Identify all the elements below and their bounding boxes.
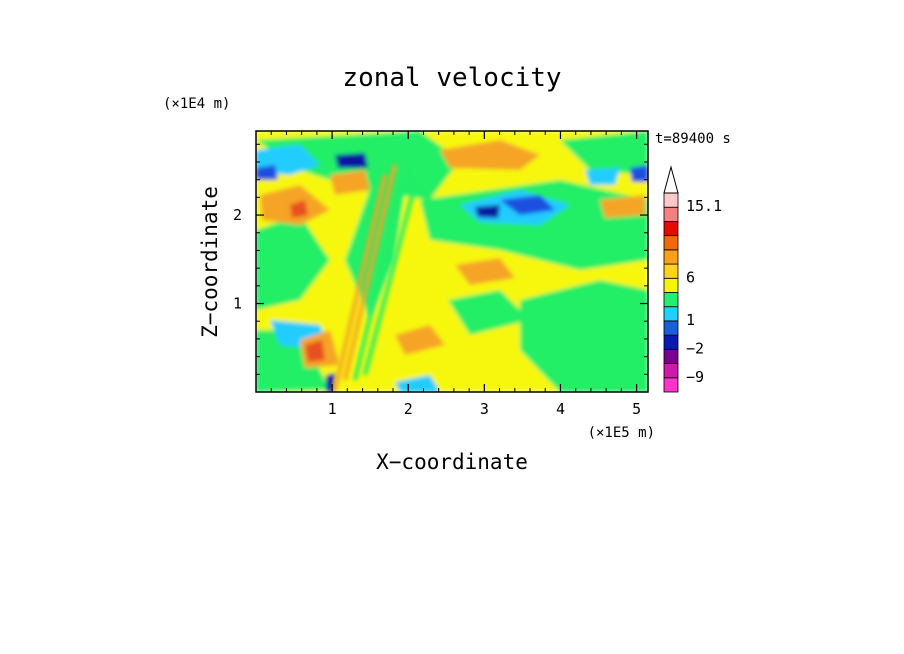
- x-axis-unit: (×1E5 m): [588, 425, 655, 441]
- colorbar-level-label: 6: [686, 268, 695, 286]
- field-region: [256, 215, 330, 310]
- field-region: [475, 205, 500, 218]
- x-tick-label: 1: [328, 400, 337, 418]
- y-axis-unit: (×1E4 m): [163, 96, 230, 112]
- field-region: [395, 325, 445, 355]
- field-region: [440, 140, 540, 170]
- colorbar-swatch: [663, 263, 679, 279]
- x-axis-label: X−coordinate: [376, 450, 528, 474]
- field-region: [500, 195, 555, 215]
- field-region: [335, 153, 368, 168]
- colorbar-swatch: [663, 320, 679, 336]
- colorbar-swatch: [663, 292, 679, 308]
- wave-streak: [343, 164, 397, 381]
- x-tick-label: 2: [404, 400, 413, 418]
- colorbar-swatch: [663, 306, 679, 322]
- colorbar-swatch: [663, 277, 679, 293]
- field-region: [520, 280, 648, 392]
- x-tick-label: 5: [632, 400, 641, 418]
- y-axis: 12: [233, 143, 648, 375]
- plot-frame: [255, 130, 649, 393]
- colorbar-swatch: [663, 249, 679, 265]
- colorbar-level-label: 15.1: [686, 197, 722, 215]
- x-tick-label: 3: [480, 400, 489, 418]
- field-region: [395, 375, 440, 392]
- colorbar-swatch: [663, 235, 679, 251]
- field-region: [455, 258, 515, 285]
- velocity-field: [256, 131, 648, 392]
- colorbar-level-label: −2: [686, 339, 704, 357]
- field-region: [448, 290, 530, 335]
- field-region: [326, 373, 336, 392]
- colorbar: 15.1 6 1 −2 −9: [663, 165, 722, 393]
- wave-streak: [363, 184, 417, 376]
- y-tick-label: 2: [233, 206, 242, 224]
- colorbar-level-label: −9: [686, 368, 704, 386]
- field-layer: [256, 131, 648, 392]
- colorbar-swatch: [663, 206, 679, 222]
- y-tick-label: 1: [233, 295, 242, 313]
- field-region: [290, 200, 308, 218]
- field-region: [560, 131, 648, 175]
- x-axis: 1 2 3 4 5: [270, 131, 641, 418]
- colorbar-swatch: [663, 348, 679, 364]
- colorbar-swatch: [663, 377, 679, 393]
- field-region: [305, 340, 325, 362]
- field-region: [630, 165, 648, 182]
- field-region: [330, 170, 370, 195]
- colorbar-swatch: [663, 334, 679, 350]
- chart-title: zonal velocity: [342, 63, 561, 93]
- y-axis-label: Z−coordinate: [198, 186, 222, 338]
- field-region: [585, 168, 620, 185]
- colorbar-swatch: [663, 221, 679, 237]
- wave-streaks: [333, 164, 417, 391]
- colorbar-overflow-arrow: [663, 165, 679, 194]
- field-region: [256, 330, 330, 392]
- time-label: t=89400 s: [655, 131, 731, 147]
- wave-streak: [333, 174, 387, 391]
- field-region: [256, 165, 278, 180]
- x-tick-label: 4: [556, 400, 565, 418]
- colorbar-swatch: [663, 192, 679, 208]
- colorbar-swatch: [663, 363, 679, 379]
- colorbar-level-label: 1: [686, 311, 695, 329]
- field-region: [600, 195, 645, 218]
- wave-streak: [353, 169, 407, 381]
